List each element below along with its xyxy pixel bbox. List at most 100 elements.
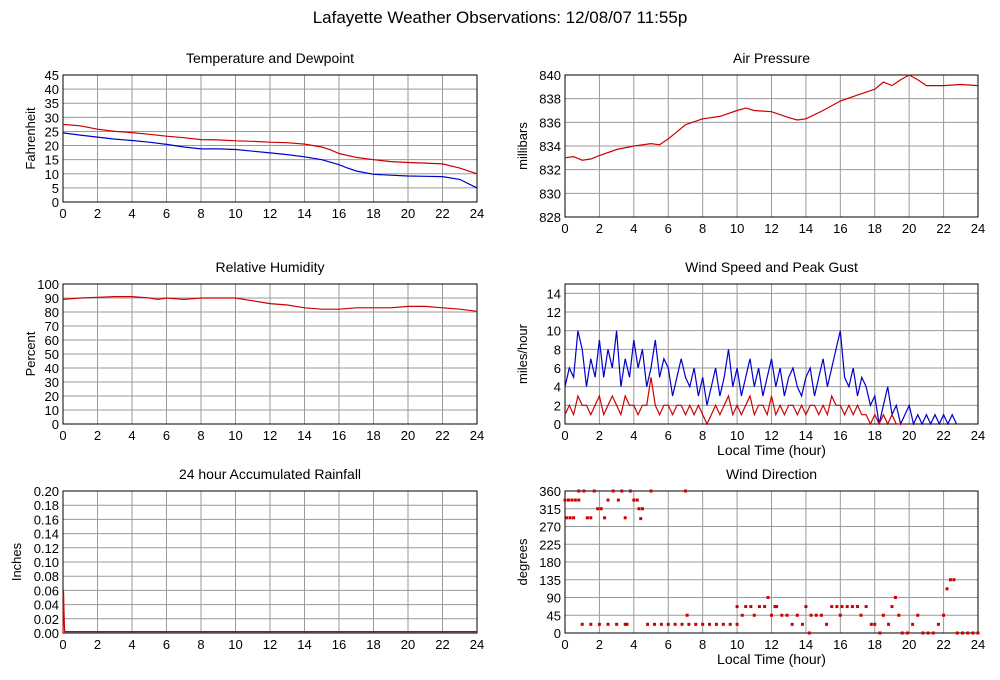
data-point (976, 631, 980, 635)
x-tick-label: 20 (401, 428, 415, 443)
data-point (775, 605, 779, 609)
y-tick-label: 100 (37, 277, 59, 292)
y-tick-label: 828 (539, 210, 561, 225)
series-line (564, 74, 979, 161)
x-tick-label: 4 (630, 221, 637, 236)
x-tick-label: 20 (401, 637, 415, 652)
y-tick-label: 90 (45, 291, 59, 306)
series-line (62, 296, 478, 312)
x-tick-label: 14 (799, 637, 813, 652)
y-axis-label: Percent (23, 331, 38, 376)
y-tick-label: 30 (45, 375, 59, 390)
data-point (897, 613, 901, 617)
x-tick-label: 0 (59, 428, 66, 443)
data-point (890, 605, 894, 609)
data-point (780, 613, 784, 617)
data-point (683, 489, 687, 493)
x-tick-label: 12 (764, 637, 778, 652)
data-point (840, 605, 844, 609)
x-tick-label: 16 (833, 221, 847, 236)
data-point (942, 613, 946, 617)
y-axis-label: degrees (515, 538, 530, 585)
y-tick-label: 0 (52, 195, 59, 210)
x-tick-label: 22 (936, 637, 950, 652)
x-tick-label: 16 (833, 428, 847, 443)
plot-frame (564, 74, 979, 218)
data-point (565, 516, 569, 520)
data-point (744, 605, 748, 609)
data-point (785, 613, 789, 617)
plot-frame (564, 490, 979, 634)
data-point (735, 605, 739, 609)
data-point (735, 622, 739, 626)
y-tick-label: 40 (45, 82, 59, 97)
y-tick-label: 180 (539, 555, 561, 570)
data-point (573, 498, 577, 502)
x-tick-label: 2 (94, 206, 101, 221)
y-tick-label: 14 (547, 286, 561, 301)
x-tick-label: 24 (971, 221, 985, 236)
data-point (728, 622, 732, 626)
y-tick-label: 0.02 (34, 612, 59, 627)
chart-title: Relative Humidity (216, 259, 325, 275)
data-point (814, 613, 818, 617)
x-tick-label: 6 (163, 206, 170, 221)
x-tick-label: 8 (699, 221, 706, 236)
y-tick-label: 225 (539, 537, 561, 552)
data-point (570, 498, 574, 502)
data-point (825, 622, 829, 626)
x-tick-label: 6 (665, 428, 672, 443)
x-tick-label: 2 (94, 428, 101, 443)
humidity-chart: 0 2 4 6 8 10 12 14 16 18 20 22 240102030405060708090… (23, 259, 484, 443)
pressure-chart: 0 2 4 6 8 10 12 14 16 18 20 22 248288308328348368388… (515, 50, 985, 236)
y-axis-label: Inches (9, 542, 24, 581)
data-point (721, 622, 725, 626)
x-tick-label: 2 (596, 221, 603, 236)
data-point (568, 516, 572, 520)
y-tick-label: 80 (45, 305, 59, 320)
data-point (961, 631, 965, 635)
y-tick-label: 70 (45, 319, 59, 334)
y-tick-label: 20 (45, 389, 59, 404)
x-tick-label: 10 (730, 428, 744, 443)
x-tick-label: 16 (332, 637, 346, 652)
y-axis-label: Fahrenheit (23, 107, 38, 170)
data-point (916, 613, 920, 617)
y-tick-label: 45 (547, 608, 561, 623)
data-point (615, 622, 619, 626)
x-tick-label: 10 (730, 637, 744, 652)
x-tick-label: 4 (630, 637, 637, 652)
data-point (606, 622, 610, 626)
x-tick-label: 0 (561, 428, 568, 443)
y-tick-label: 0.20 (34, 484, 59, 499)
data-point (666, 622, 670, 626)
x-tick-label: 24 (470, 206, 484, 221)
x-tick-label: 24 (971, 428, 985, 443)
x-tick-label: 10 (228, 428, 242, 443)
data-point (685, 613, 689, 617)
x-tick-label: 4 (128, 206, 135, 221)
data-point (878, 631, 882, 635)
y-tick-label: 0.08 (34, 569, 59, 584)
chart-title: Temperature and Dewpoint (186, 50, 354, 66)
data-point (971, 631, 975, 635)
x-tick-label: 2 (94, 637, 101, 652)
y-tick-label: 836 (539, 115, 561, 130)
data-point (921, 631, 925, 635)
data-point (637, 507, 641, 511)
x-tick-label: 18 (868, 428, 882, 443)
data-point (795, 613, 799, 617)
data-point (869, 622, 873, 626)
x-tick-label: 10 (730, 221, 744, 236)
x-tick-label: 22 (435, 428, 449, 443)
data-point (649, 489, 653, 493)
data-point (580, 622, 584, 626)
data-point (566, 498, 570, 502)
y-tick-label: 0.18 (34, 498, 59, 513)
y-tick-label: 6 (554, 361, 561, 376)
data-point (845, 605, 849, 609)
data-point (640, 507, 644, 511)
y-tick-label: 0.06 (34, 583, 59, 598)
data-point (864, 605, 868, 609)
data-point (597, 622, 601, 626)
